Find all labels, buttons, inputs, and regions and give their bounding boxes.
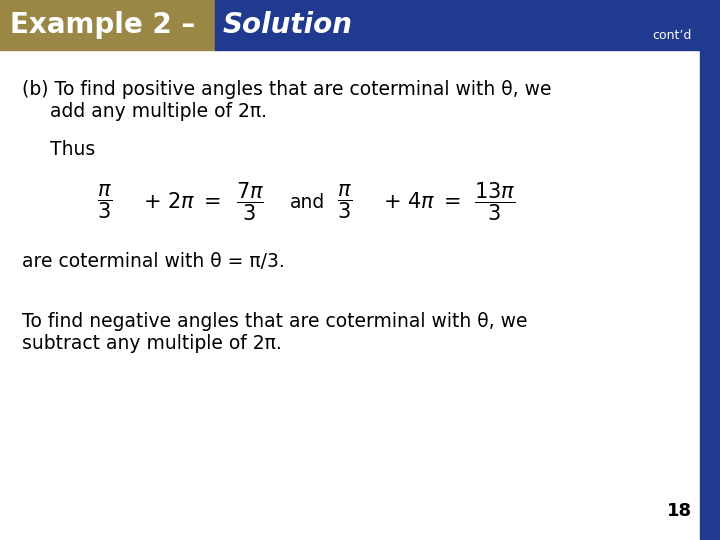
Bar [0,0,215,50]
Text: $\dfrac{7\pi}{3}$: $\dfrac{7\pi}{3}$ [236,181,264,223]
Text: $\dfrac{13\pi}{3}$: $\dfrac{13\pi}{3}$ [474,181,516,223]
Text: $\dfrac{\pi}{3}$: $\dfrac{\pi}{3}$ [338,183,353,221]
Text: and: and [290,192,325,212]
Text: $\dfrac{\pi}{3}$: $\dfrac{\pi}{3}$ [97,183,112,221]
Bar [215,0,700,50]
Text: add any multiple of 2π.: add any multiple of 2π. [50,102,267,121]
Text: are coterminal with θ = π/3.: are coterminal with θ = π/3. [22,252,284,271]
Text: Thus: Thus [50,140,95,159]
Text: $+ \ 4\pi \ =$: $+ \ 4\pi \ =$ [383,192,462,212]
Text: cont’d: cont’d [652,29,692,42]
Bar [700,0,720,540]
Text: subtract any multiple of 2π.: subtract any multiple of 2π. [22,334,282,353]
Text: (b) To find positive angles that are coterminal with θ, we: (b) To find positive angles that are cot… [22,80,552,99]
Text: To find negative angles that are coterminal with θ, we: To find negative angles that are cotermi… [22,312,528,331]
Text: $+ \ 2\pi \ =$: $+ \ 2\pi \ =$ [143,192,221,212]
Text: 18: 18 [667,502,692,520]
Text: Example 2 –: Example 2 – [10,11,205,39]
Text: Solution: Solution [223,11,353,39]
